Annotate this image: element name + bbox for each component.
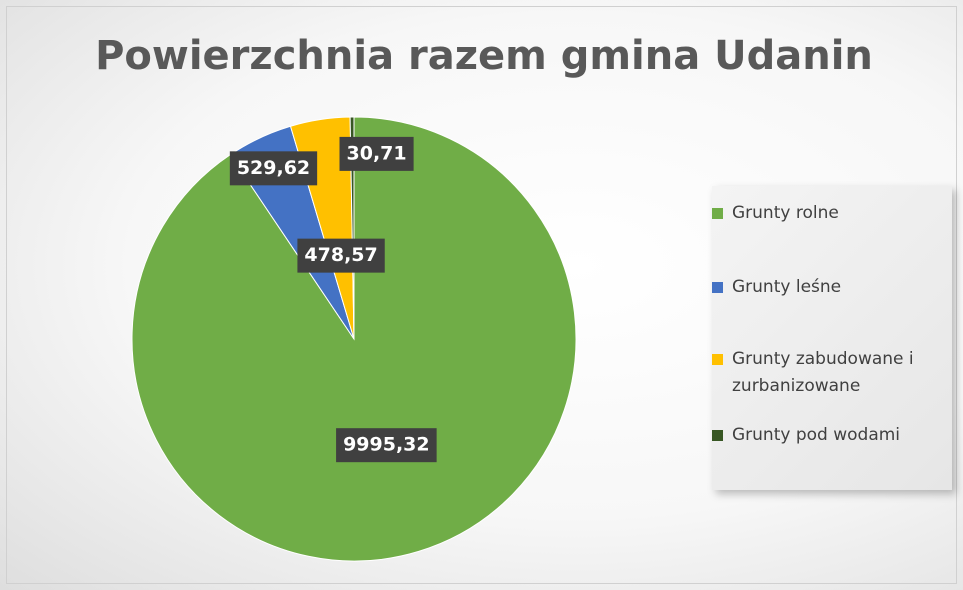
legend-item: Grunty rolne: [712, 200, 948, 227]
pie-slice: [349, 116, 355, 340]
legend-item: Grunty leśne: [712, 274, 948, 301]
legend-swatch: [712, 354, 723, 365]
data-label-box: [336, 428, 437, 463]
data-label: 30,71: [339, 136, 414, 171]
data-label-text: 529,62: [237, 157, 310, 179]
data-label-box: [339, 136, 414, 171]
legend-item: Grunty zabudowane i zurbanizowane: [712, 346, 948, 400]
legend-label: Grunty pod wodami: [732, 425, 901, 445]
data-label-text: 9995,32: [343, 434, 430, 456]
legend-label: Grunty rolne: [732, 203, 839, 223]
legend: Grunty rolne Grunty leśne Grunty zabudowan…: [712, 186, 952, 490]
data-label-text: 30,71: [347, 142, 407, 164]
data-label: 529,62: [229, 151, 318, 186]
data-label-text: 478,57: [304, 244, 377, 266]
legend-swatch: [712, 430, 723, 441]
legend-item: Grunty pod wodami: [712, 422, 948, 449]
data-label: 9995,32: [336, 428, 437, 463]
chart-border: [6, 6, 957, 584]
legend-swatch: [712, 282, 723, 293]
data-label-box: [229, 151, 318, 186]
legend-label: Grunty leśne: [732, 277, 842, 297]
legend-label: Grunty zabudowane i zurbanizowane: [732, 349, 914, 396]
chart-title: Powierzchnia razem gmina Udanin: [95, 33, 873, 79]
data-label-box: [297, 238, 385, 273]
legend-swatch: [712, 208, 723, 219]
data-label: 478,57: [297, 238, 385, 273]
